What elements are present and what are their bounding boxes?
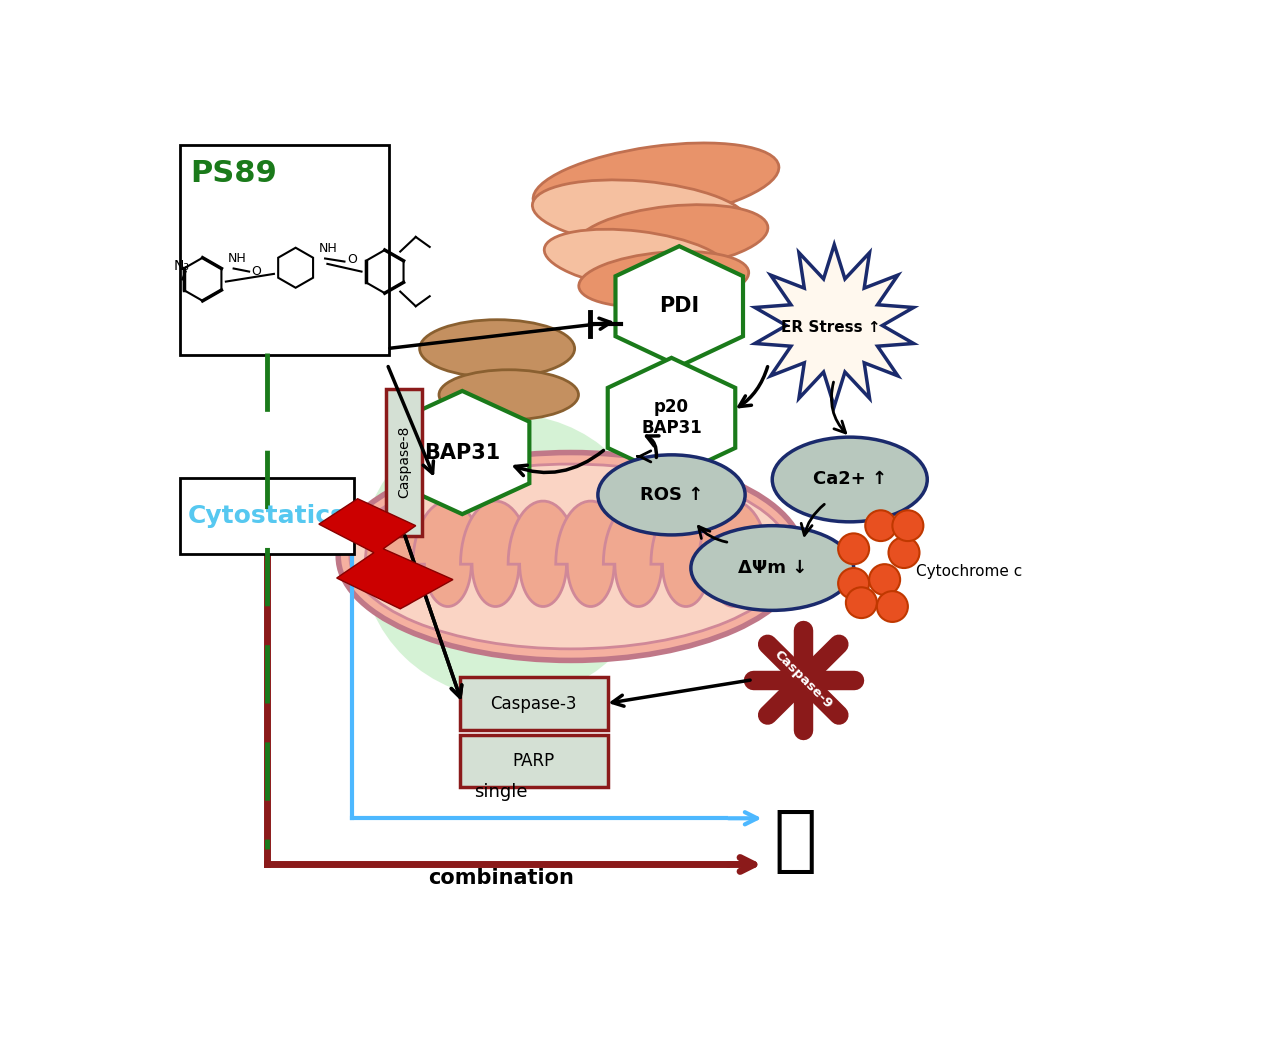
Polygon shape: [461, 501, 530, 607]
Polygon shape: [608, 358, 735, 478]
Text: BAP31: BAP31: [424, 443, 500, 462]
Circle shape: [838, 533, 869, 564]
Text: NH: NH: [228, 253, 246, 265]
Text: O: O: [251, 265, 261, 279]
Polygon shape: [699, 501, 768, 607]
Ellipse shape: [575, 205, 768, 269]
Ellipse shape: [532, 180, 749, 247]
Text: Caspase-9: Caspase-9: [772, 648, 835, 711]
Text: Cytochrome c: Cytochrome c: [915, 565, 1021, 579]
Ellipse shape: [579, 252, 749, 307]
Text: O: O: [347, 253, 357, 266]
FancyBboxPatch shape: [180, 145, 389, 355]
Ellipse shape: [349, 465, 791, 649]
Text: PARP: PARP: [512, 753, 554, 770]
Ellipse shape: [532, 143, 780, 223]
Ellipse shape: [544, 230, 730, 291]
Circle shape: [838, 568, 869, 599]
Text: Caspase-8: Caspase-8: [397, 426, 411, 498]
Polygon shape: [365, 501, 435, 607]
Circle shape: [869, 564, 900, 595]
Ellipse shape: [361, 414, 657, 698]
Polygon shape: [413, 501, 483, 607]
Text: p20
BAP31: p20 BAP31: [641, 399, 701, 437]
Text: Ca2+ ↑: Ca2+ ↑: [813, 471, 887, 489]
Polygon shape: [616, 246, 742, 366]
Ellipse shape: [691, 526, 854, 611]
Text: PS89: PS89: [191, 159, 276, 188]
Circle shape: [892, 511, 923, 541]
FancyBboxPatch shape: [460, 678, 608, 730]
Text: single: single: [475, 783, 527, 802]
Text: NH: NH: [319, 242, 338, 256]
Ellipse shape: [338, 452, 804, 661]
Text: 💀: 💀: [774, 807, 817, 876]
Text: PDI: PDI: [659, 296, 699, 316]
Polygon shape: [319, 499, 453, 609]
Text: combination: combination: [428, 869, 573, 888]
Polygon shape: [396, 390, 530, 514]
FancyBboxPatch shape: [387, 388, 422, 536]
Circle shape: [846, 588, 877, 618]
Text: Cytostatics: Cytostatics: [188, 504, 346, 528]
Circle shape: [888, 538, 919, 568]
Ellipse shape: [772, 437, 927, 522]
Text: N₃: N₃: [173, 259, 189, 274]
Polygon shape: [556, 501, 626, 607]
FancyBboxPatch shape: [460, 735, 608, 787]
Ellipse shape: [439, 370, 579, 420]
Text: ER Stress ↑: ER Stress ↑: [781, 319, 881, 334]
Polygon shape: [508, 501, 579, 607]
FancyBboxPatch shape: [180, 478, 353, 554]
Circle shape: [877, 591, 908, 622]
Polygon shape: [755, 244, 914, 406]
Ellipse shape: [598, 455, 745, 535]
Text: ROS ↑: ROS ↑: [640, 485, 703, 504]
Polygon shape: [603, 501, 673, 607]
Ellipse shape: [420, 319, 575, 378]
Circle shape: [865, 511, 896, 541]
Text: ΔΨm ↓: ΔΨm ↓: [737, 559, 806, 577]
Polygon shape: [652, 501, 721, 607]
Text: Caspase-3: Caspase-3: [490, 694, 577, 713]
